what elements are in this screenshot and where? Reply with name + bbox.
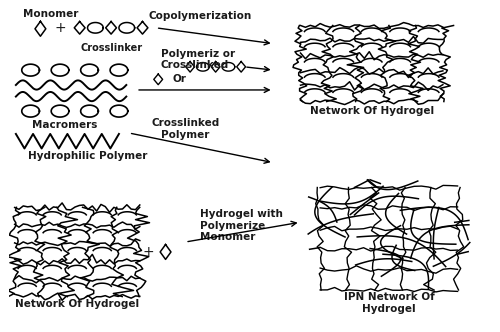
Text: Crosslinked
Polymer: Crosslinked Polymer [151, 118, 220, 140]
Text: +: + [142, 245, 154, 259]
Text: Network Of Hydrogel: Network Of Hydrogel [15, 299, 140, 309]
Text: Crosslinker: Crosslinker [80, 43, 142, 53]
Text: Copolymerization: Copolymerization [148, 11, 252, 21]
Text: Network Of Hydrogel: Network Of Hydrogel [310, 106, 434, 116]
Text: +: + [54, 21, 66, 35]
Text: Hydrophilic Polymer: Hydrophilic Polymer [28, 151, 148, 161]
Text: Or: Or [173, 74, 187, 84]
Text: IPN Network Of
Hydrogel: IPN Network Of Hydrogel [344, 292, 434, 314]
Text: Hydrogel with
Polymerize
Monomer: Hydrogel with Polymerize Monomer [200, 209, 283, 242]
Text: Macromers: Macromers [32, 121, 98, 130]
Text: Polymeriz or
Crosslinked: Polymeriz or Crosslinked [160, 48, 235, 70]
Text: Monomer: Monomer [23, 9, 78, 19]
